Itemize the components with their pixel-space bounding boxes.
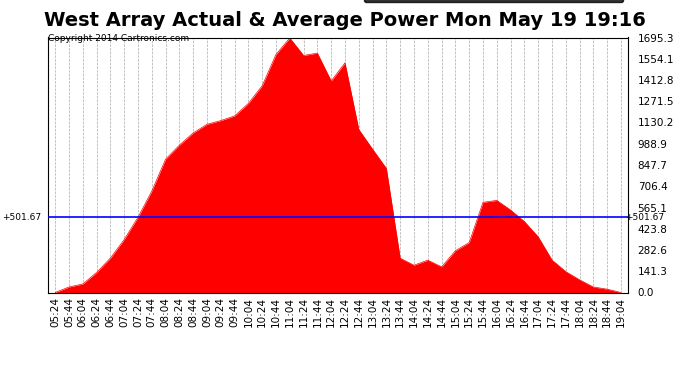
Text: West Array Actual & Average Power Mon May 19 19:16: West Array Actual & Average Power Mon Ma… [44, 11, 646, 30]
Text: Copyright 2014 Cartronics.com: Copyright 2014 Cartronics.com [48, 34, 190, 43]
Text: +501.67: +501.67 [625, 213, 664, 222]
Legend: Average  (DC Watts), West Array  (DC Watts): Average (DC Watts), West Array (DC Watts… [364, 0, 623, 2]
Text: +501.67: +501.67 [3, 213, 41, 222]
